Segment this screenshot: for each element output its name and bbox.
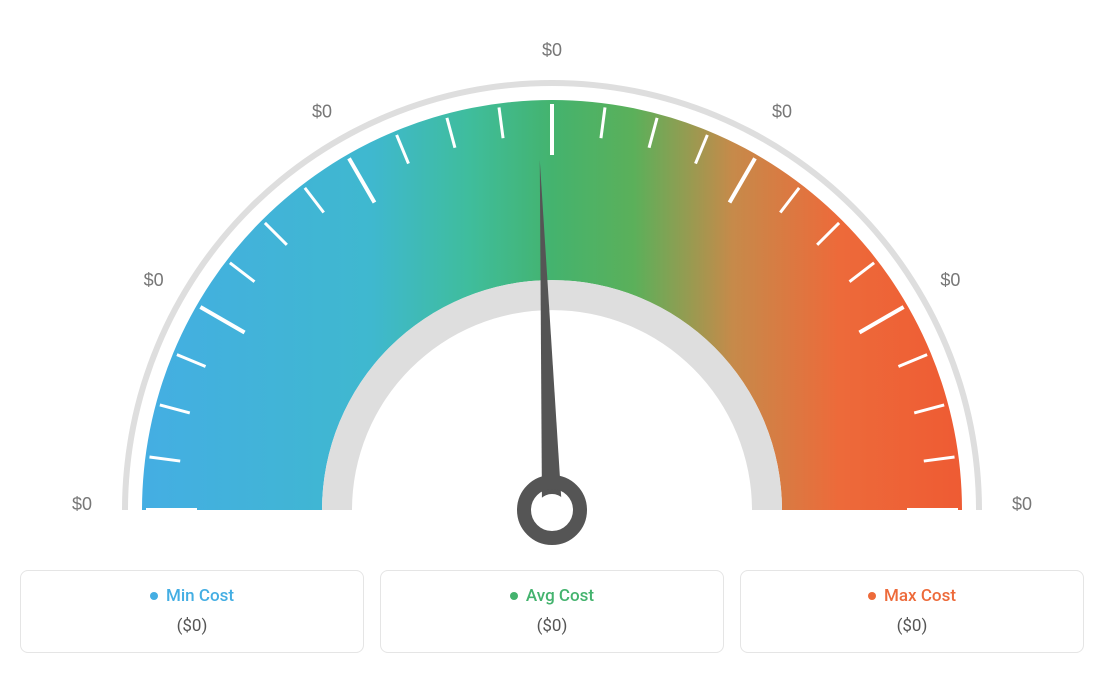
legend-dot-avg xyxy=(510,592,518,600)
legend-card-avg: Avg Cost ($0) xyxy=(380,570,724,653)
legend-title-avg: Avg Cost xyxy=(510,586,594,606)
legend-dot-min xyxy=(150,592,158,600)
gauge-wrap: $0 $0 $0 $0 $0 $0 $0 xyxy=(20,20,1084,560)
svg-text:$0: $0 xyxy=(542,40,562,60)
svg-text:$0: $0 xyxy=(940,270,960,290)
legend-value-min: ($0) xyxy=(31,616,353,636)
svg-text:$0: $0 xyxy=(772,102,792,122)
legend-value-max: ($0) xyxy=(751,616,1073,636)
svg-text:$0: $0 xyxy=(72,494,92,514)
legend-value-avg: ($0) xyxy=(391,616,713,636)
legend-card-min: Min Cost ($0) xyxy=(20,570,364,653)
legend-title-min: Min Cost xyxy=(150,586,234,606)
legend-row: Min Cost ($0) Avg Cost ($0) Max Cost ($0… xyxy=(20,570,1084,653)
cost-gauge-chart: $0 $0 $0 $0 $0 $0 $0 Min Cost ($0) Avg Cost ($… xyxy=(20,20,1084,653)
svg-text:$0: $0 xyxy=(312,102,332,122)
svg-text:$0: $0 xyxy=(144,270,164,290)
legend-dot-max xyxy=(868,592,876,600)
gauge-svg: $0 $0 $0 $0 $0 $0 $0 xyxy=(20,20,1084,560)
legend-label-max: Max Cost xyxy=(884,586,956,606)
legend-label-avg: Avg Cost xyxy=(526,586,594,606)
legend-card-max: Max Cost ($0) xyxy=(740,570,1084,653)
legend-title-max: Max Cost xyxy=(868,586,956,606)
svg-text:$0: $0 xyxy=(1012,494,1032,514)
legend-label-min: Min Cost xyxy=(166,586,234,606)
